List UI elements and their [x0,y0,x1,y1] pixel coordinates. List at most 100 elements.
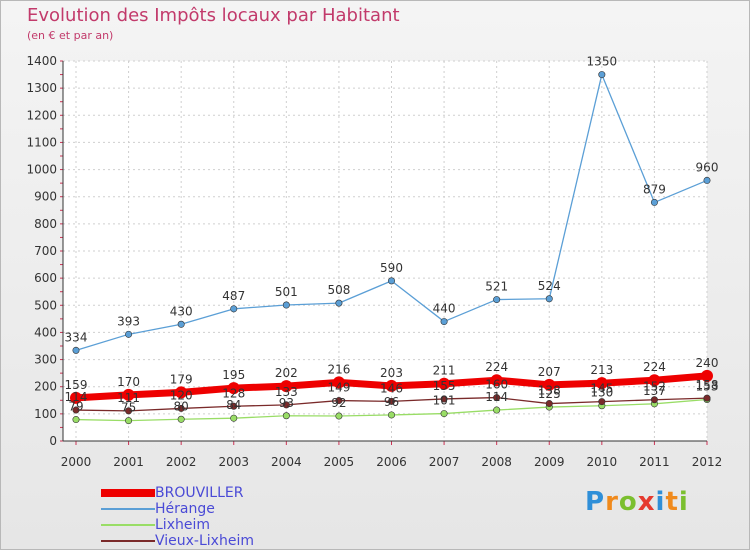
data-point [598,398,606,406]
data-label: 170 [117,375,140,389]
data-label: 96 [384,395,399,409]
data-point [125,417,133,425]
y-tick-label: 100 [34,407,57,421]
data-label: 430 [170,304,193,318]
data-label: 440 [433,302,456,316]
data-point [177,320,185,328]
data-label: 145 [590,382,613,396]
data-point [280,380,293,393]
logo-letter: o [618,487,638,517]
data-label: 216 [327,362,350,376]
legend-swatch [101,508,155,510]
data-label: 393 [117,314,140,328]
y-tick-label: 500 [34,298,57,312]
legend-item: Hérange [101,501,254,517]
data-label: 114 [485,390,508,404]
legend-label: Hérange [155,501,215,517]
data-point [387,277,395,285]
x-tick-label: 2010 [587,455,618,469]
logo-letter: i [678,487,689,517]
legend-item: BROUVILLER [101,485,254,501]
legend-swatch [101,489,155,497]
logo-letter: r [605,487,619,517]
data-label: 159 [65,378,88,392]
data-label: 155 [433,379,456,393]
data-point [282,401,290,409]
data-label: 202 [275,366,298,380]
data-point [490,374,503,387]
y-tick-label: 200 [34,380,57,394]
data-point [703,394,711,402]
legend-swatch [101,524,155,526]
x-tick-label: 2000 [61,455,92,469]
y-tick-label: 1400 [26,54,57,68]
data-point [493,406,501,414]
data-label: 138 [538,384,561,398]
data-point [650,198,658,206]
data-point [387,411,395,419]
data-label: 207 [538,365,561,379]
data-label: 224 [485,360,508,374]
logo-letter: t [665,487,679,517]
data-label: 195 [222,368,245,382]
data-point [595,377,608,390]
data-label: 508 [327,283,350,297]
chart-title: Evolution des Impôts locaux par Habitant [27,5,400,26]
data-point [125,407,133,415]
legend-label: Vieux-Lixheim [155,533,254,549]
data-label: 79 [68,400,83,414]
data-label: 125 [538,387,561,401]
data-point [543,378,556,391]
data-label: 879 [643,182,666,196]
data-label: 203 [380,366,403,380]
data-point [125,330,133,338]
data-point [648,374,661,387]
data-label: 590 [380,261,403,275]
data-point [122,388,135,401]
data-point [230,305,238,313]
logo-letter: i [655,487,666,517]
chart-legend: BROUVILLER Hérange Lixheim Vieux-Lixheim [101,485,254,549]
data-label: 158 [696,378,719,392]
y-tick-label: 800 [34,217,57,231]
data-label: 93 [279,396,294,410]
data-label: 111 [117,391,140,405]
data-point [332,376,345,389]
data-label: 487 [222,289,245,303]
y-tick-label: 300 [34,353,57,367]
data-point [598,71,606,79]
data-label: 137 [643,384,666,398]
legend-label: BROUVILLER [155,485,244,501]
x-tick-label: 2009 [534,455,565,469]
data-point [440,410,448,418]
x-tick-label: 2001 [113,455,144,469]
data-point [387,397,395,405]
data-label: 224 [643,360,666,374]
x-tick-label: 2003 [218,455,249,469]
data-label: 120 [170,388,193,402]
data-point [545,400,553,408]
x-tick-label: 2006 [376,455,407,469]
data-point [70,391,82,404]
logo-letter: P [585,487,606,517]
data-point [335,412,343,420]
data-point [650,396,658,404]
data-point [440,318,448,326]
data-label: 153 [696,379,719,393]
data-point [335,397,343,405]
data-label: 334 [65,330,88,344]
data-label: 501 [275,285,298,299]
data-point [493,394,501,402]
data-label: 211 [433,364,456,378]
data-label: 524 [538,279,561,293]
data-label: 160 [485,378,508,392]
y-tick-label: 0 [49,434,57,448]
x-tick-label: 2002 [166,455,197,469]
data-point [545,295,553,303]
data-label: 179 [170,372,193,386]
x-tick-label: 2007 [429,455,460,469]
data-label: 149 [327,381,350,395]
y-tick-label: 1300 [26,81,57,95]
